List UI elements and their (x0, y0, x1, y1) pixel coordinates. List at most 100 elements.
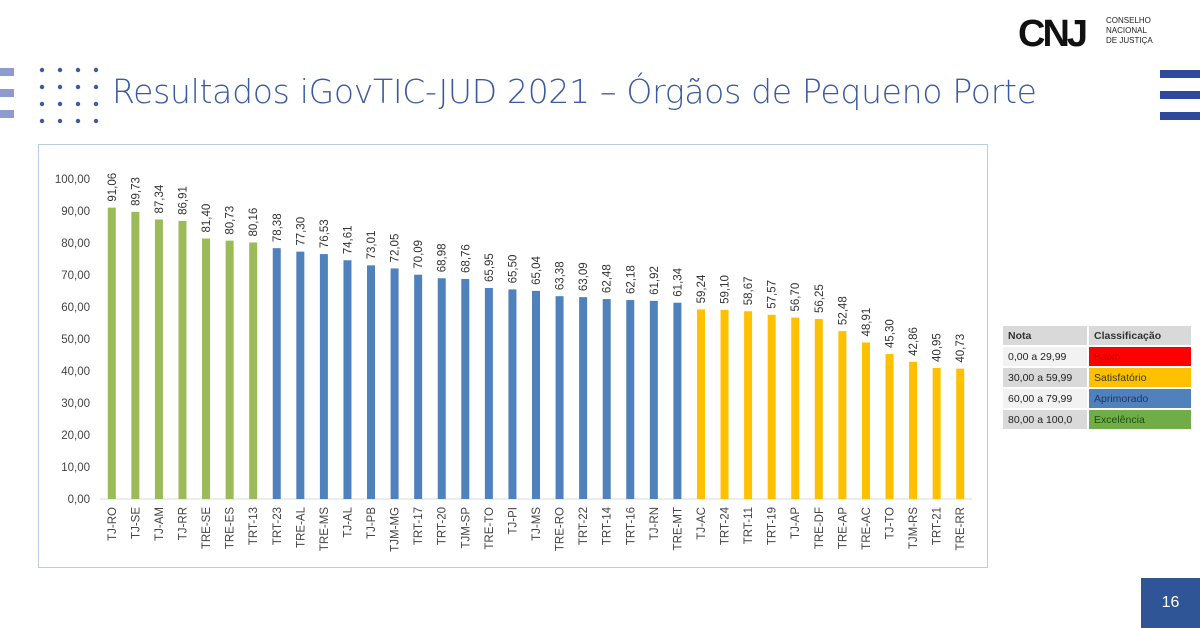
bar (767, 314, 776, 499)
x-tick-label: TJ-MS (531, 507, 543, 541)
data-label: 81,40 (201, 204, 213, 233)
y-tick-label: 20,00 (61, 430, 90, 442)
x-tick-label: TRT-17 (413, 507, 425, 545)
bar (296, 251, 305, 499)
y-tick-label: 70,00 (61, 270, 90, 282)
data-label: 56,70 (790, 283, 802, 312)
data-label: 87,34 (154, 184, 166, 213)
bar (532, 290, 540, 499)
x-tick-label: TJ-SE (130, 507, 142, 539)
data-label: 73,01 (366, 231, 378, 260)
data-label: 77,30 (295, 217, 307, 246)
data-label: 56,25 (814, 284, 826, 313)
x-tick-label: TJ-RR (177, 507, 189, 540)
svg-text:CNJ: CNJ (1018, 13, 1086, 52)
data-label: 57,57 (767, 280, 779, 309)
x-tick-label: TRE-AP (837, 507, 849, 550)
bar (602, 299, 611, 499)
data-label: 65,50 (507, 255, 519, 284)
data-label: 86,91 (177, 186, 189, 215)
legend-class: Baixo (1089, 347, 1191, 366)
y-tick-label: 80,00 (61, 238, 90, 250)
x-tick-label: TJ-TO (885, 507, 897, 539)
bar (414, 274, 423, 499)
data-label: 61,34 (672, 267, 684, 296)
legend-range: 60,00 a 79,99 (1003, 389, 1087, 408)
y-tick-label: 40,00 (61, 366, 90, 378)
bar (319, 254, 328, 499)
bar (107, 207, 116, 499)
decorative-stripes-right (1160, 70, 1200, 133)
y-tick-label: 50,00 (61, 334, 90, 346)
x-tick-label: TRT-13 (248, 507, 260, 545)
x-tick-label: TRE-AC (861, 507, 873, 550)
page-title: Resultados iGovTIC-JUD 2021 – Órgãos de … (112, 72, 1037, 111)
data-label: 62,48 (602, 264, 614, 293)
x-tick-label: TRE-SE (201, 507, 213, 550)
bar (579, 297, 588, 499)
x-tick-label: TRE-MT (672, 507, 684, 550)
bar (437, 278, 446, 499)
data-label: 63,09 (578, 262, 590, 291)
bar (696, 309, 705, 499)
x-tick-label: TJM-RS (908, 507, 920, 549)
data-label: 91,06 (107, 173, 119, 202)
data-label: 78,38 (272, 213, 284, 242)
bar (649, 300, 658, 499)
data-label: 62,18 (625, 265, 637, 294)
x-tick-label: TJ-RO (107, 507, 119, 541)
data-label: 59,24 (696, 274, 708, 303)
bar (461, 278, 470, 499)
x-tick-label: TRE-AL (295, 506, 307, 548)
bar (154, 219, 163, 499)
data-label: 76,53 (319, 219, 331, 248)
x-tick-label: TRE-ES (225, 507, 237, 550)
bar (626, 300, 635, 499)
logo-subtitle: CONSELHO NACIONAL DE JUSTIÇA (1106, 16, 1153, 45)
bar (814, 319, 823, 499)
data-label: 72,05 (390, 234, 402, 263)
x-tick-label: TRE-TO (484, 507, 496, 550)
bar (956, 368, 965, 499)
x-tick-label: TRT-20 (437, 507, 449, 545)
data-label: 74,61 (342, 225, 354, 254)
bar (932, 367, 941, 499)
x-tick-label: TRT-21 (932, 507, 944, 545)
x-tick-label: TRT-16 (625, 507, 637, 545)
bar (343, 260, 352, 499)
data-label: 65,04 (531, 255, 543, 284)
data-label: 70,09 (413, 240, 425, 269)
data-label: 45,30 (885, 319, 897, 348)
x-tick-label: TRE-RR (955, 507, 967, 550)
data-label: 80,16 (248, 208, 260, 237)
decorative-dots (39, 67, 99, 124)
bar (673, 302, 682, 499)
legend-class: Satisfatório (1089, 368, 1191, 387)
data-label: 59,10 (720, 275, 732, 304)
data-label: 40,73 (955, 334, 967, 363)
y-tick-label: 10,00 (61, 462, 90, 474)
x-tick-label: TJ-AP (790, 507, 802, 539)
data-label: 48,91 (861, 308, 873, 337)
legend-range: 30,00 a 59,99 (1003, 368, 1087, 387)
data-label: 65,95 (484, 253, 496, 282)
page-number: 16 (1141, 578, 1200, 628)
x-tick-label: TJ-PB (366, 507, 378, 539)
x-tick-label: TRT-23 (272, 507, 284, 545)
data-label: 42,86 (908, 327, 920, 356)
data-label: 80,73 (225, 206, 237, 235)
legend-header-nota: Nota (1003, 326, 1087, 345)
x-tick-label: TRT-19 (767, 507, 779, 545)
x-tick-label: TRT-22 (578, 507, 590, 545)
data-label: 61,92 (649, 266, 661, 295)
x-tick-label: TRE-RO (555, 507, 567, 551)
bar (508, 289, 517, 499)
chart-frame (38, 144, 988, 568)
legend-class: Aprimorado (1089, 389, 1191, 408)
bar (249, 242, 258, 499)
data-label: 63,38 (555, 261, 567, 290)
bar (272, 248, 281, 499)
classification-legend: Nota Classificação 0,00 a 29,99 Baixo 30,0… (1001, 324, 1193, 431)
y-tick-label: 30,00 (61, 398, 90, 410)
